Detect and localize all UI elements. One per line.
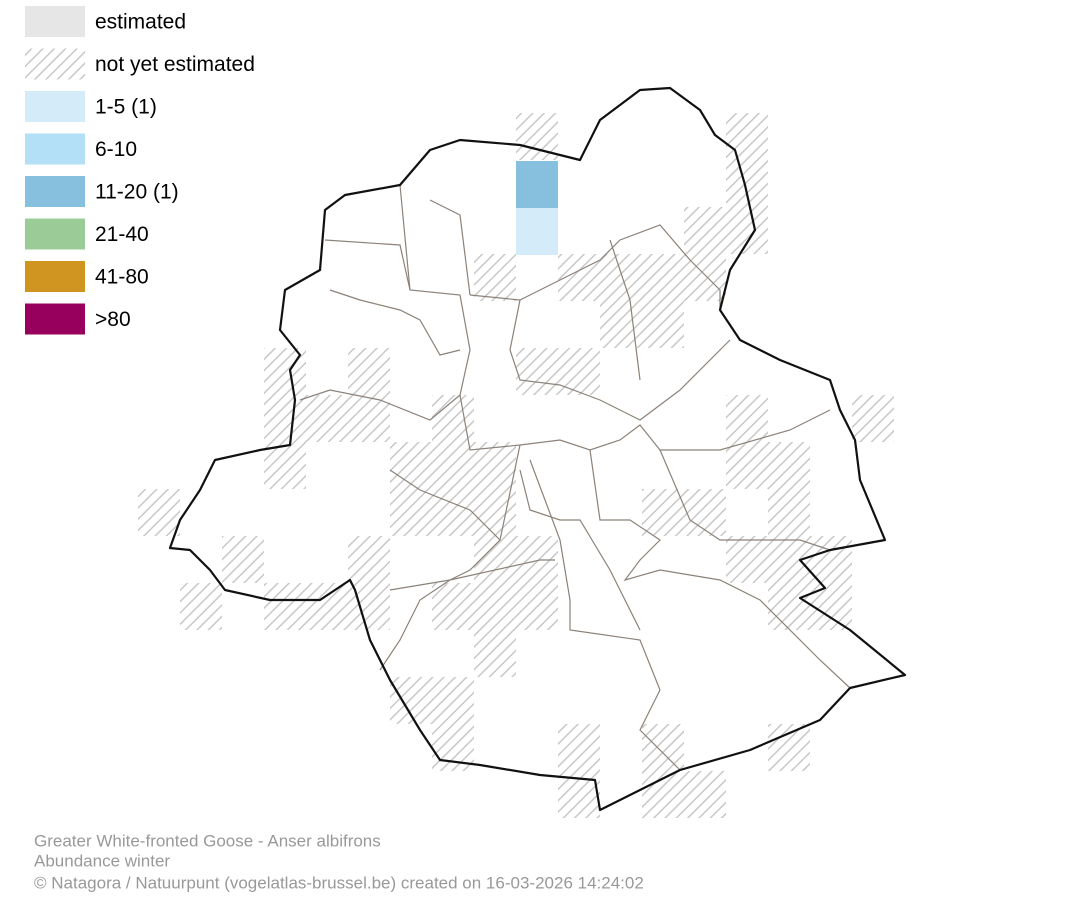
hatched-cell <box>642 301 684 348</box>
hatched-cell <box>642 724 684 771</box>
hatched-cell <box>390 442 432 489</box>
cell-1-5 <box>516 208 558 255</box>
hatched-cell <box>852 395 894 442</box>
hatched-cell <box>684 489 726 536</box>
hatched-cell <box>138 489 180 536</box>
hatched-cell <box>516 583 558 630</box>
hatched-cell <box>516 348 558 395</box>
hatched-cell <box>642 254 684 301</box>
hatched-cell <box>768 724 810 771</box>
hatched-cell <box>348 536 390 583</box>
region-outline <box>168 86 907 812</box>
hatched-cell <box>600 254 642 301</box>
hatched-cell <box>684 207 726 254</box>
hatched-cell <box>432 677 474 724</box>
hatched-cell <box>264 583 306 630</box>
legend-swatch <box>25 48 85 80</box>
legend-swatch <box>25 261 85 292</box>
hatched-cell <box>726 160 768 207</box>
hatched-cell <box>474 254 516 301</box>
hatched-cell <box>264 395 306 442</box>
legend: estimated not yet estimated 1-5 (1) 6-10 11-… <box>25 6 255 335</box>
municipality-borders <box>299 184 851 771</box>
legend-swatch <box>25 303 85 335</box>
legend-label: 6-10 <box>95 138 137 161</box>
hatched-cell <box>432 583 474 630</box>
species-name: Greater White-fronted Goose - Anser albi… <box>34 831 381 850</box>
hatched-cell <box>222 536 264 583</box>
legend-label: estimated <box>95 11 186 34</box>
legend-label: 11-20 (1) <box>95 181 179 204</box>
hatched-cell <box>306 395 348 442</box>
hatched-cell <box>768 489 810 536</box>
hatched-cell <box>264 442 306 489</box>
hatched-cell <box>474 583 516 630</box>
hatched-cell <box>180 583 222 630</box>
legend-swatch <box>25 91 85 122</box>
hatched-cell <box>810 583 852 630</box>
hatched-cell <box>726 207 768 254</box>
credit: © Natagora / Natuurpunt (vogelatlas-brus… <box>34 873 644 892</box>
hatched-cell <box>306 583 348 630</box>
hatched-cell <box>642 489 684 536</box>
hatched-cell <box>474 442 516 489</box>
legend-swatch <box>25 133 85 165</box>
hatched-cell <box>432 489 474 536</box>
legend-label: 1-5 (1) <box>95 96 157 119</box>
hatched-cell <box>558 724 600 771</box>
hatched-cell <box>348 348 390 395</box>
occupied-cells <box>516 161 558 255</box>
hatched-cell <box>726 536 768 583</box>
legend-swatch <box>25 176 85 207</box>
hatched-cell <box>474 630 516 677</box>
legend-swatch <box>25 218 85 250</box>
map-subtitle: Abundance winter <box>34 851 170 870</box>
hatched-cell <box>558 348 600 395</box>
footer: Greater White-fronted Goose - Anser albi… <box>34 831 644 892</box>
legend-label: 41-80 <box>95 266 149 289</box>
cell-11-20 <box>516 161 558 208</box>
legend-swatch <box>25 6 85 37</box>
hatched-cell <box>390 489 432 536</box>
hatched-cell <box>432 442 474 489</box>
hatched-cell <box>684 771 726 818</box>
hatched-cell <box>810 536 852 583</box>
hatched-cell <box>348 395 390 442</box>
hatched-cell <box>726 113 768 160</box>
legend-label: >80 <box>95 308 131 331</box>
hatched-cell <box>768 442 810 489</box>
legend-label: not yet estimated <box>95 53 255 76</box>
hatched-cell <box>726 442 768 489</box>
grid-cells <box>138 113 894 818</box>
hatched-cell <box>726 395 768 442</box>
legend-label: 21-40 <box>95 223 149 246</box>
hatched-cell <box>768 583 810 630</box>
